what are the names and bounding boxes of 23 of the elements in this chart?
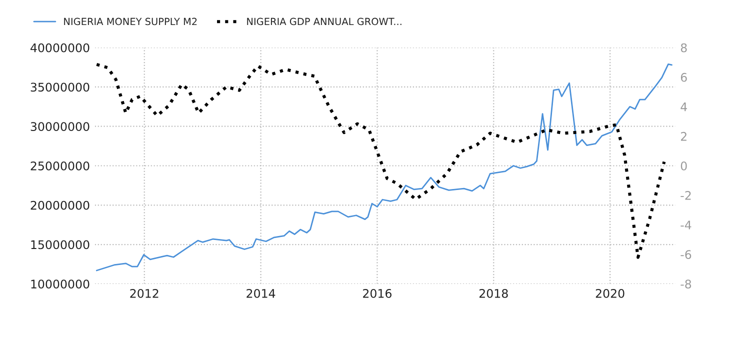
y2-tick-label: 2	[680, 132, 686, 141]
y-tick-label: 35000000	[30, 82, 90, 92]
y-tick-label: 25000000	[30, 161, 90, 170]
y-tick-label: 10000000	[31, 280, 90, 289]
legend-label: NIGERIA GDP ANNUAL GROWT...	[247, 18, 402, 26]
y2-tick-label: -2	[680, 191, 691, 200]
x-tick-label: 2020	[596, 288, 624, 298]
x-tick-label: 2012	[130, 288, 158, 298]
y2-tick-label: -4	[680, 220, 692, 230]
x-tick-label: 2014	[246, 288, 276, 298]
y2-tick-label: -8	[680, 280, 692, 289]
y2-tick-label: -6	[680, 250, 692, 260]
y2-tick-label: 0	[680, 161, 687, 170]
x-tick-label: 2018	[479, 288, 508, 298]
y-tick-label: 40000000	[30, 43, 90, 52]
y-tick-label: 20000000	[30, 200, 90, 210]
y2-tick-label: 4	[680, 102, 687, 112]
y-tick-label: 15000000	[31, 240, 90, 250]
y-tick-label: 30000000	[30, 122, 90, 132]
x-tick-label: 2016	[363, 288, 392, 298]
y2-tick-label: 8	[680, 43, 687, 52]
y2-tick-label: 6	[680, 72, 687, 82]
legend-label: NIGERIA MONEY SUPPLY M2	[64, 18, 197, 26]
